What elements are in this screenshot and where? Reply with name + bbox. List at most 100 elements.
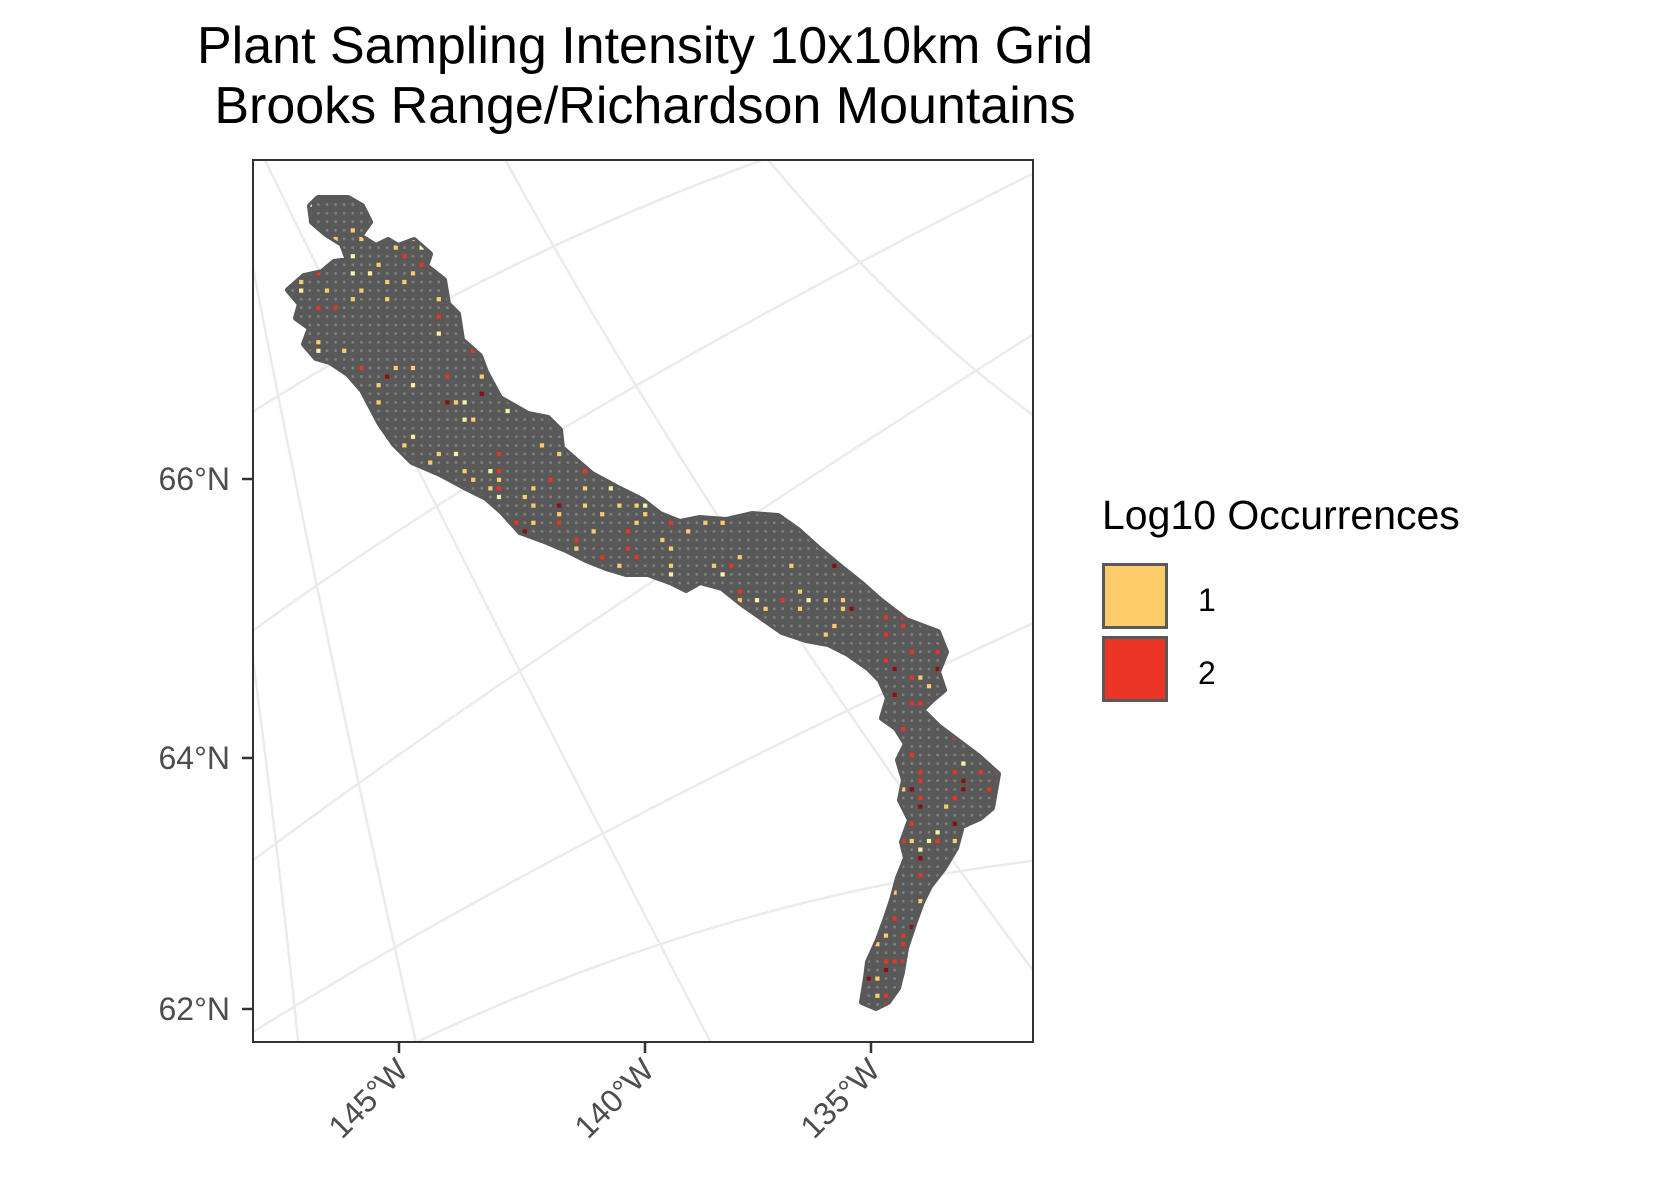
grid-cell — [781, 590, 785, 593]
grid-cell — [411, 375, 415, 378]
grid-cell — [359, 288, 364, 293]
grid-cell — [927, 659, 931, 662]
grid-cell — [557, 487, 561, 490]
grid-cell — [471, 401, 475, 404]
grid-cell — [747, 573, 750, 576]
grid-cell — [368, 246, 372, 249]
grid-cell — [927, 633, 931, 636]
grid-cell — [463, 426, 466, 430]
grid-cell — [377, 306, 380, 310]
grid-cell — [368, 392, 372, 396]
grid-cell — [936, 641, 939, 645]
grid-cell — [385, 401, 389, 404]
grid-cell — [402, 254, 407, 259]
grid-cell — [729, 530, 733, 533]
grid-cell — [420, 426, 423, 430]
grid-cell — [858, 624, 862, 628]
grid-cell — [454, 358, 458, 361]
grid-cell — [385, 279, 390, 285]
grid-cell — [420, 315, 423, 318]
grid-cell — [721, 555, 724, 559]
grid-cell — [772, 607, 776, 611]
grid-cell — [738, 564, 742, 568]
grid-cell — [858, 581, 862, 585]
grid-cell — [807, 607, 810, 611]
grid-cell — [841, 641, 845, 645]
grid-cell — [609, 555, 613, 559]
grid-cell — [901, 693, 905, 697]
grid-cell — [790, 607, 793, 611]
grid-cell — [471, 366, 475, 370]
grid-cell — [909, 675, 914, 680]
grid-cell — [514, 504, 518, 507]
grid-cell — [600, 512, 605, 517]
grid-cell — [489, 409, 492, 413]
grid-cell — [308, 289, 312, 292]
grid-cell — [893, 641, 896, 645]
grid-cell — [394, 280, 398, 284]
grid-cell — [471, 461, 475, 464]
grid-cell — [454, 315, 458, 318]
grid-cell — [367, 271, 373, 276]
grid-cell — [360, 280, 363, 284]
grid-cell — [489, 444, 492, 447]
grid-cell — [446, 426, 449, 430]
grid-cell — [360, 383, 363, 387]
grid-cell — [394, 375, 398, 378]
grid-cell — [480, 426, 484, 430]
grid-cell — [437, 358, 441, 361]
grid-cell — [617, 563, 622, 568]
grid-cell — [669, 538, 673, 542]
grid-cell — [850, 598, 853, 602]
grid-cell — [557, 461, 561, 464]
grid-cell — [618, 512, 621, 516]
grid-cell — [600, 521, 604, 525]
grid-cell — [514, 487, 518, 490]
grid-cell — [918, 675, 923, 680]
grid-cell — [781, 547, 785, 550]
grid-cell — [557, 469, 561, 473]
grid-cell — [720, 572, 725, 577]
grid-cell — [583, 512, 587, 516]
grid-cell — [772, 624, 776, 628]
grid-cell — [772, 598, 776, 602]
grid-cell — [867, 607, 871, 611]
grid-cell — [420, 461, 423, 464]
grid-cell — [824, 555, 828, 559]
map-title-line-2: Brooks Range/Richardson Mountains — [214, 77, 1076, 135]
grid-cell — [428, 332, 432, 335]
grid-cell — [446, 349, 449, 353]
grid-cell — [446, 452, 449, 456]
grid-cell — [514, 409, 518, 413]
grid-cell — [420, 366, 423, 370]
grid-cell — [549, 469, 552, 473]
grid-cell — [514, 418, 518, 421]
grid-cell — [454, 323, 458, 327]
grid-cell — [910, 667, 914, 671]
grid-cell — [583, 530, 587, 533]
grid-cell — [540, 461, 544, 464]
grid-cell — [643, 512, 648, 517]
grid-cell — [454, 478, 458, 482]
grid-cell — [764, 598, 767, 602]
grid-cell — [342, 358, 346, 361]
grid-cell — [549, 495, 552, 499]
grid-cell — [867, 633, 871, 636]
grid-cell — [403, 323, 406, 327]
grid-cell — [901, 633, 905, 636]
grid-cell — [807, 555, 810, 559]
grid-cell — [807, 538, 810, 542]
grid-cell — [893, 616, 896, 619]
grid-cell — [712, 555, 716, 559]
grid-cell — [403, 383, 406, 387]
grid-cell — [626, 495, 630, 499]
grid-cell — [618, 538, 621, 542]
grid-cell — [608, 486, 613, 491]
grid-cell — [403, 401, 406, 404]
grid-cell — [772, 564, 776, 568]
grid-cell — [308, 306, 312, 310]
grid-cell — [549, 530, 552, 533]
grid-cell — [351, 211, 355, 215]
grid-cell — [351, 289, 355, 292]
grid-cell — [643, 530, 647, 533]
